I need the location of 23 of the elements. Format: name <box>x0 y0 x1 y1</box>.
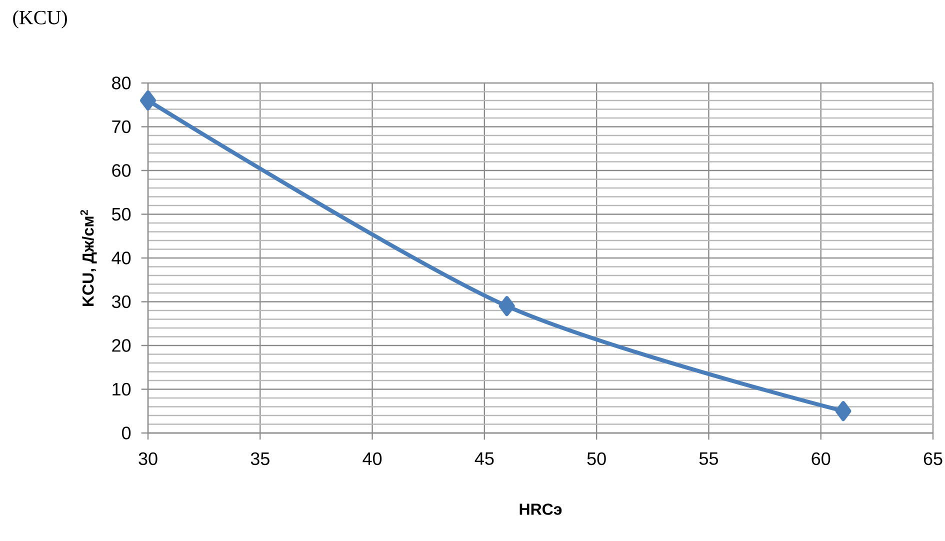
y-tick-label: 50 <box>112 208 131 221</box>
x-tick-label: 30 <box>138 452 158 466</box>
y-tick-label: 20 <box>112 339 131 352</box>
y-tick-label: 0 <box>122 426 131 440</box>
x-tick-label: 50 <box>587 452 606 466</box>
point <box>498 296 515 316</box>
x-axis-title: HRCэ <box>520 504 562 515</box>
y-tick-label: 10 <box>112 382 131 396</box>
y-axis-title: KCU, Дж/см$^{2}$ <box>80 210 97 306</box>
point <box>835 401 852 422</box>
x-tick-label: 35 <box>250 452 270 466</box>
text: (KCU) <box>13 10 67 28</box>
y-tick-label: 70 <box>112 120 131 134</box>
x-tick-label: 55 <box>699 452 718 465</box>
y-tick-label: 40 <box>112 252 131 264</box>
x-tick-label: 45 <box>474 452 494 465</box>
x-tick-label: 40 <box>362 452 382 466</box>
y-tick-label: 30 <box>112 295 131 308</box>
point <box>140 90 156 110</box>
y-tick-label: 80 <box>112 76 131 90</box>
y-tick-label: 60 <box>112 164 131 177</box>
x-tick-label: 60 <box>812 452 830 466</box>
x-tick-label: 65 <box>924 452 942 466</box>
